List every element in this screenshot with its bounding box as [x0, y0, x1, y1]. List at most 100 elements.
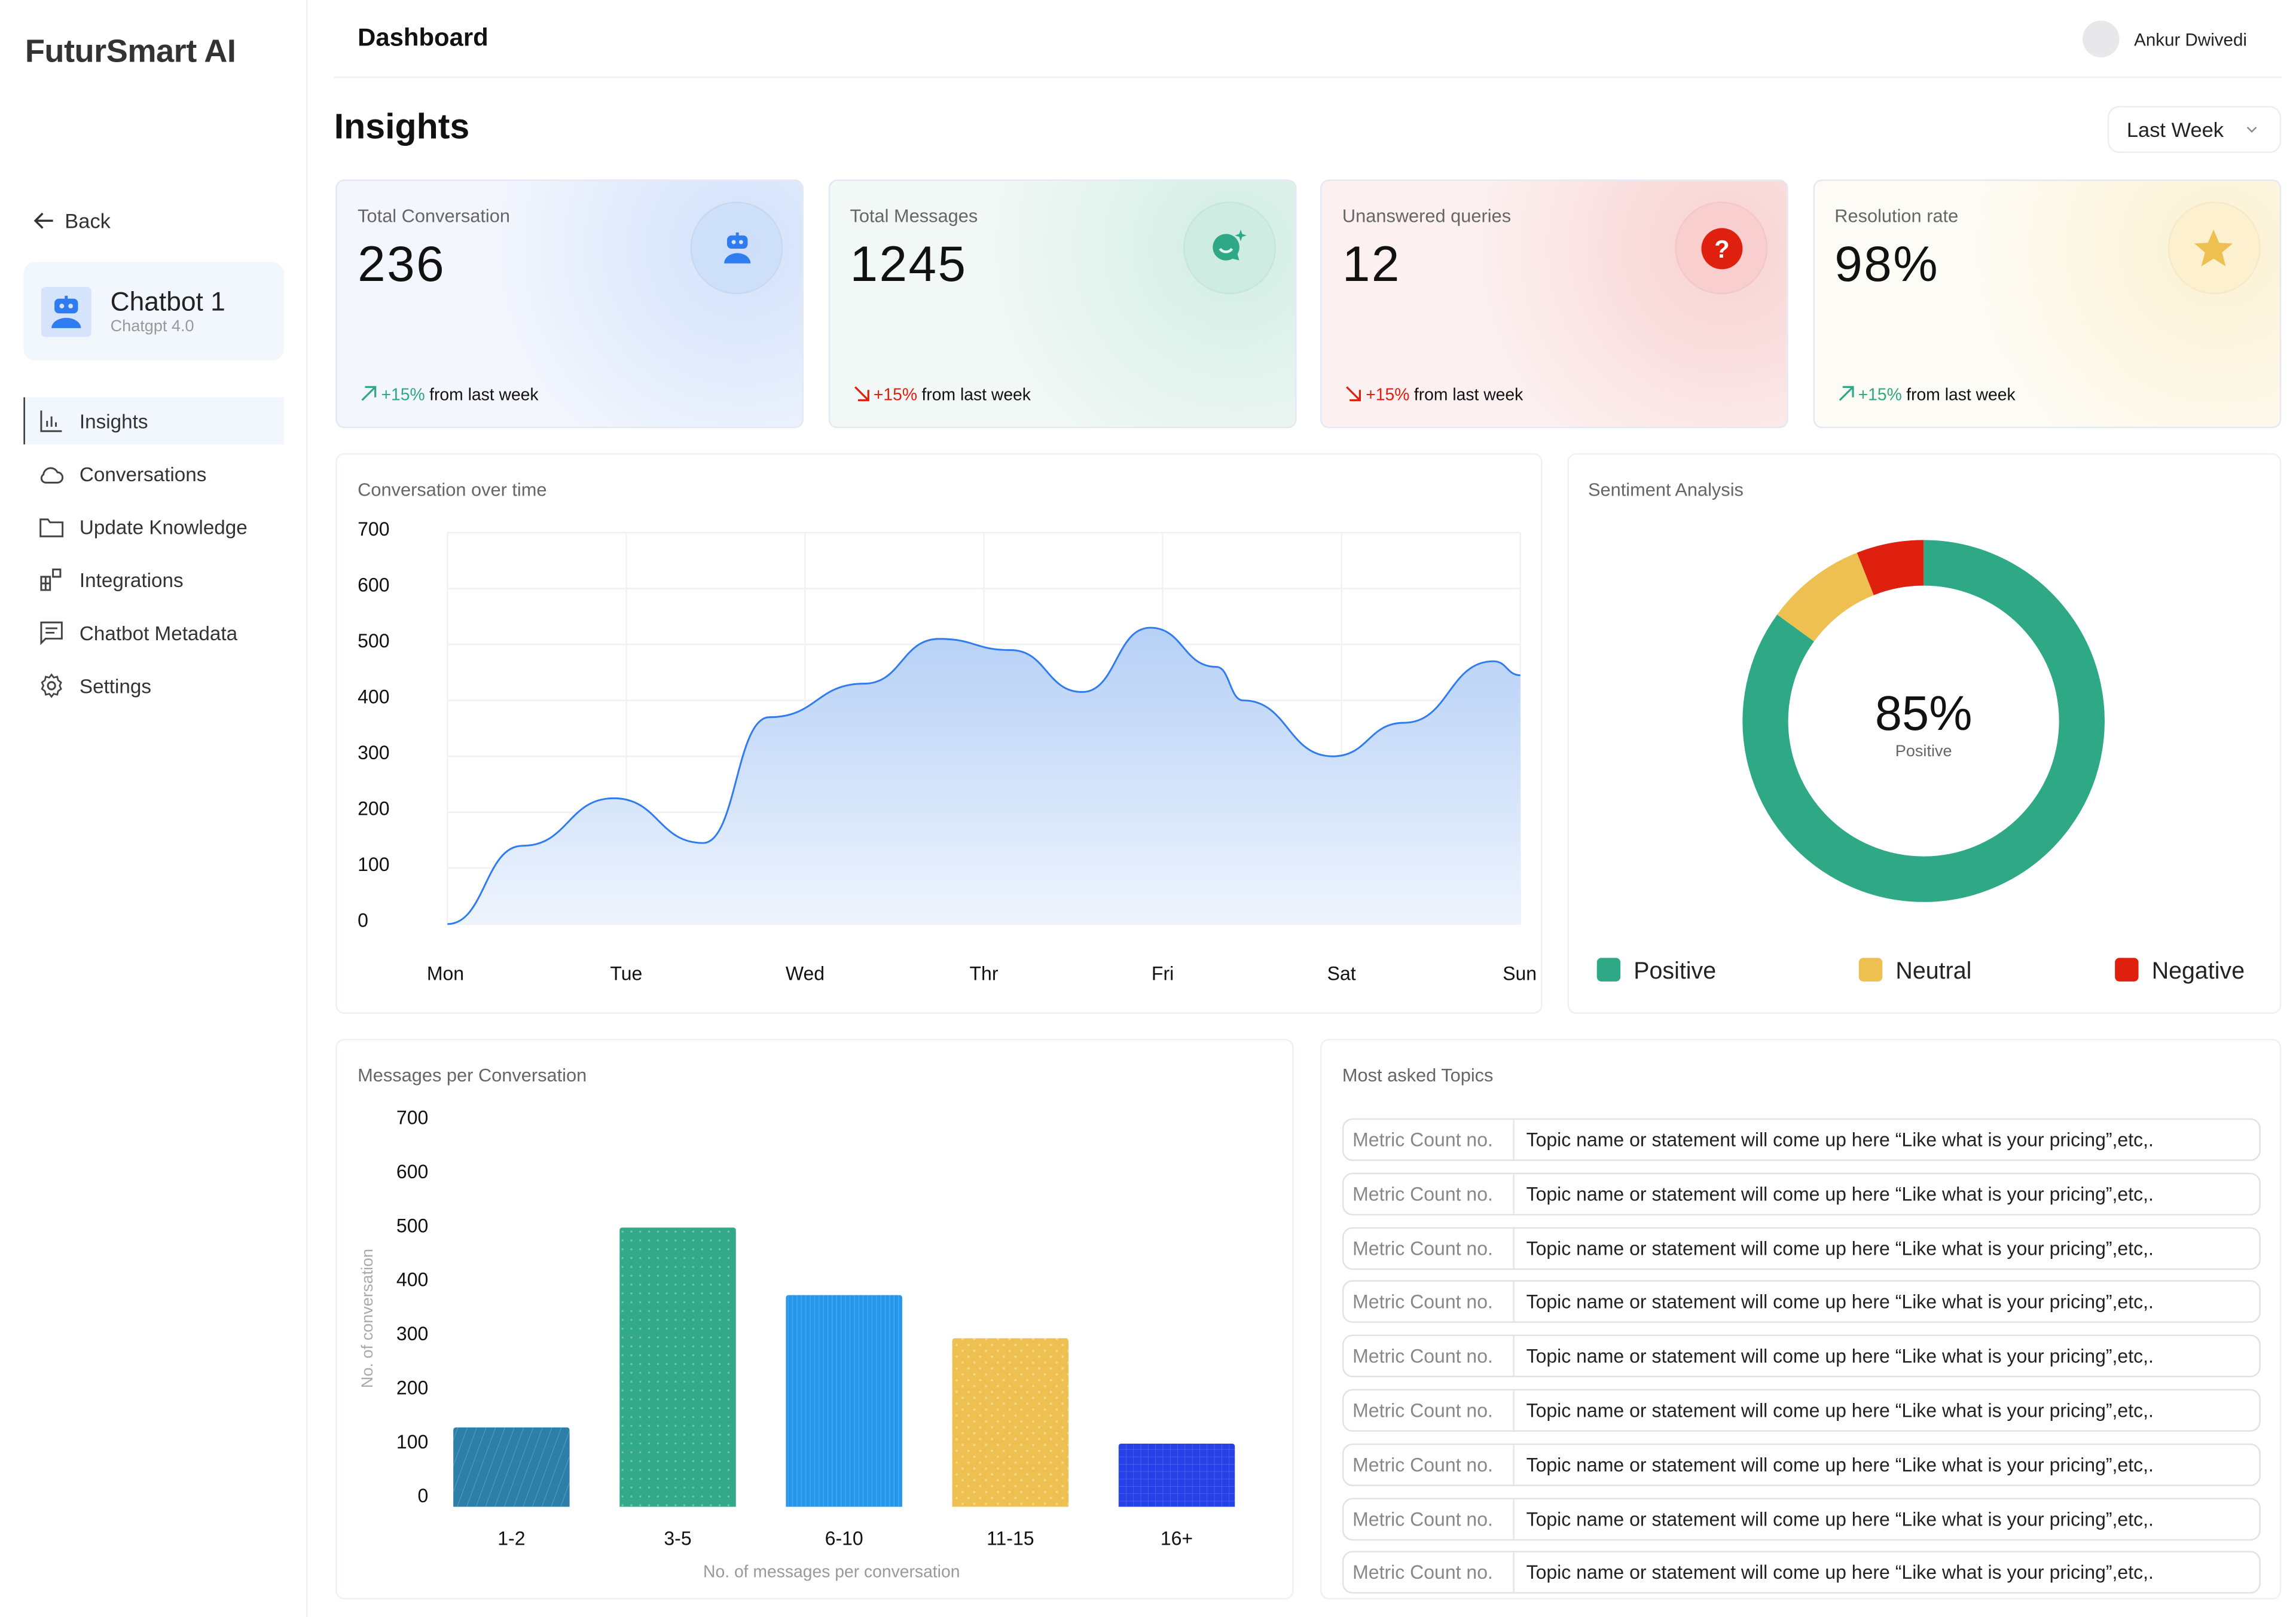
topic-row[interactable]: Metric Count no. Topic name or statement … — [1342, 1497, 2261, 1540]
series-line — [447, 626, 1521, 925]
y-tick-label: 700 — [396, 1107, 428, 1129]
x-tick-label: Sat — [1327, 962, 1356, 984]
stat-change-value: +15% — [381, 387, 425, 405]
chatbot-model: Chatgpt 4.0 — [110, 317, 194, 336]
arrow-up-right-icon — [1837, 386, 1854, 406]
date-range-dropdown[interactable]: Last Week — [2107, 106, 2282, 153]
topic-text: Topic name or statement will come up her… — [1526, 1291, 2154, 1313]
topic-row[interactable]: Metric Count no. Topic name or statement … — [1342, 1335, 2261, 1378]
y-tick-label: 100 — [358, 854, 389, 875]
avatar[interactable] — [2083, 20, 2120, 57]
slice-neutral — [1777, 552, 1874, 642]
x-tick-label: 6-10 — [825, 1528, 863, 1549]
panel-title: Conversation over time — [358, 479, 547, 500]
x-axis-label: No. of messages per conversation — [703, 1562, 960, 1581]
legend-label: Positive — [1634, 958, 1716, 984]
bar-1-2 — [453, 1427, 570, 1507]
topic-metric: Metric Count no. — [1344, 1228, 1515, 1268]
gear-icon — [41, 673, 62, 698]
stat-change: +15% from last week — [1837, 386, 2016, 406]
topic-metric: Metric Count no. — [1344, 1120, 1515, 1160]
x-tick-label: Tue — [610, 962, 642, 984]
sidebar-item-label: Conversations — [79, 463, 207, 485]
user-name[interactable]: Ankur Dwivedi — [2134, 29, 2247, 50]
topic-text: Topic name or statement will come up her… — [1526, 1345, 2154, 1368]
brand-logo: FuturSmart AI — [25, 32, 236, 69]
topic-metric: Metric Count no. — [1344, 1444, 1515, 1485]
topic-row[interactable]: Metric Count no. Topic name or statement … — [1342, 1226, 2261, 1270]
arrow-up-right-icon — [361, 386, 377, 406]
topic-row[interactable]: Metric Count no. Topic name or statement … — [1342, 1551, 2261, 1594]
chat-sparkle-icon — [1182, 201, 1275, 295]
topic-text: Topic name or statement will come up her… — [1526, 1182, 2154, 1205]
svg-text:?: ? — [1714, 234, 1729, 262]
chatbot-card[interactable]: Chatbot 1 Chatgpt 4.0 — [23, 262, 285, 361]
x-tick-label: 3-5 — [664, 1528, 691, 1549]
sidebar-item-insights[interactable]: Insights — [23, 397, 285, 445]
stat-change: +15% from last week — [361, 386, 539, 406]
bar-11-15 — [952, 1338, 1069, 1507]
y-tick-label: 200 — [358, 798, 389, 820]
sidebar-item-label: Integrations — [79, 568, 184, 591]
y-tick-label: 0 — [417, 1485, 428, 1506]
y-tick-label: 0 — [358, 910, 368, 931]
folder-icon — [39, 518, 64, 537]
topic-row[interactable]: Metric Count no. Topic name or statement … — [1342, 1172, 2261, 1215]
robot-icon — [690, 201, 783, 295]
slice-positive — [1742, 540, 2105, 902]
legend-swatch — [1858, 958, 1883, 982]
stat-change-suffix: from last week — [921, 387, 1031, 405]
y-tick-label: 700 — [358, 518, 389, 540]
topic-text: Topic name or statement will come up her… — [1526, 1508, 2154, 1530]
cloud-icon — [40, 467, 64, 484]
bar-3-5 — [619, 1227, 736, 1507]
header-divider — [334, 76, 2282, 78]
stat-change-value: +15% — [1858, 387, 1902, 405]
sidebar-item-conversations[interactable]: Conversations — [23, 450, 284, 497]
date-range-value: Last Week — [2126, 117, 2224, 142]
y-tick-label: 200 — [396, 1377, 428, 1398]
arrow-down-right-icon — [1345, 386, 1361, 406]
y-tick-label: 300 — [396, 1323, 428, 1344]
stat-change: +15% from last week — [853, 386, 1031, 406]
y-tick-label: 100 — [396, 1431, 428, 1453]
topic-row[interactable]: Metric Count no. Topic name or statement … — [1342, 1280, 2261, 1323]
stat-value: 236 — [358, 237, 446, 293]
back-label: Back — [65, 209, 111, 233]
topic-metric: Metric Count no. — [1344, 1390, 1515, 1430]
stat-label: Total Messages — [850, 206, 978, 227]
stat-change-value: +15% — [1366, 387, 1410, 405]
arrow-down-right-icon — [853, 386, 869, 406]
bar-chart-icon — [40, 410, 62, 432]
sidebar-item-chatbot-metadata[interactable]: Chatbot Metadata — [23, 609, 284, 656]
legend-swatch — [1596, 958, 1621, 982]
stat-card-total-conversation: Total Conversation 236 +15% from last week — [335, 179, 804, 429]
panel-title: Sentiment Analysis — [1587, 479, 1744, 500]
topic-row[interactable]: Metric Count no. Topic name or statement … — [1342, 1389, 2261, 1432]
x-tick-label: Wed — [786, 962, 825, 984]
legend-label: Neutral — [1895, 958, 1971, 984]
x-tick-label: Fri — [1152, 962, 1174, 984]
stat-label: Unanswered queries — [1342, 206, 1512, 227]
chatbot-name: Chatbot 1 — [110, 286, 225, 317]
stat-value: 98% — [1834, 237, 1940, 293]
topics-panel: Most asked Topics Metric Count no. Topic … — [1320, 1038, 2282, 1600]
y-tick-label: 600 — [396, 1161, 428, 1182]
panel-title: Messages per Conversation — [358, 1065, 587, 1086]
topic-row[interactable]: Metric Count no. Topic name or statement … — [1342, 1118, 2261, 1161]
question-icon: ? — [1675, 201, 1768, 295]
back-button[interactable]: Back — [32, 209, 111, 233]
center-value: 85% — [1875, 686, 1973, 741]
topic-metric: Metric Count no. — [1344, 1336, 1515, 1376]
stat-card-resolution-rate: Resolution rate 98% +15% from last week — [1812, 179, 2281, 429]
sidebar-item-integrations[interactable]: Integrations — [23, 556, 284, 603]
stat-label: Total Conversation — [358, 206, 510, 227]
sidebar-item-settings[interactable]: Settings — [23, 662, 284, 710]
robot-icon — [41, 286, 91, 337]
topic-metric: Metric Count no. — [1344, 1173, 1515, 1214]
topic-row[interactable]: Metric Count no. Topic name or statement … — [1342, 1443, 2261, 1486]
sidebar-item-update-knowledge[interactable]: Update Knowledge — [23, 503, 284, 551]
stat-change-value: +15% — [873, 387, 918, 405]
y-tick-label: 400 — [358, 686, 389, 708]
sidebar: FuturSmart AI Back Chatbot 1 Chatgpt 4.0… — [0, 0, 308, 1617]
